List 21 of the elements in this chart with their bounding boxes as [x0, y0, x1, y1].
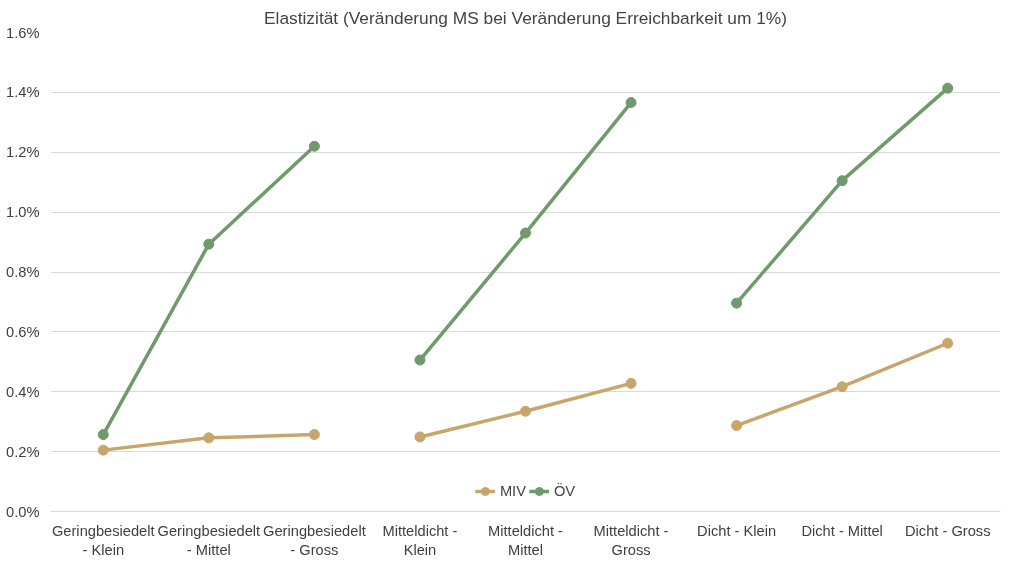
x-tick-label: Mitteldicht - Mittel	[488, 522, 564, 558]
y-tick-label: 1.2%	[6, 144, 40, 161]
y-tick-label: 0.2%	[6, 443, 40, 460]
y-tick-label: 0.8%	[6, 264, 40, 280]
y-tick-label: 0.4%	[6, 383, 40, 400]
x-tick-label: Mitteldicht - Gross	[593, 522, 669, 558]
y-tick-label: 0.0%	[6, 503, 40, 520]
x-tick-label: Dicht - Klein	[697, 522, 777, 539]
chart-title: Elastizität (Veränderung MS bei Veränderung Erreichbarkeit um 1%)	[264, 7, 787, 28]
legend-label: MIV	[499, 483, 526, 499]
y-tick-label: 1.4%	[6, 84, 40, 101]
legend-label: ÖV	[553, 483, 576, 499]
y-tick-label: 1.6%	[6, 24, 40, 41]
y-tick-label: 1.0%	[6, 204, 40, 221]
x-tick-label: Geringbesiedelt - Mittel	[157, 522, 261, 558]
x-tick-label: Dicht - Mittel	[801, 522, 883, 539]
x-tick-label: Geringbesiedelt - Gross	[263, 522, 366, 558]
y-tick-label: 0.6%	[6, 323, 40, 340]
x-tick-label: Mitteldicht - Klein	[382, 522, 458, 558]
x-tick-label: Geringbesiedelt - Klein	[51, 522, 155, 558]
x-tick-label: Dicht - Gross	[904, 522, 991, 539]
